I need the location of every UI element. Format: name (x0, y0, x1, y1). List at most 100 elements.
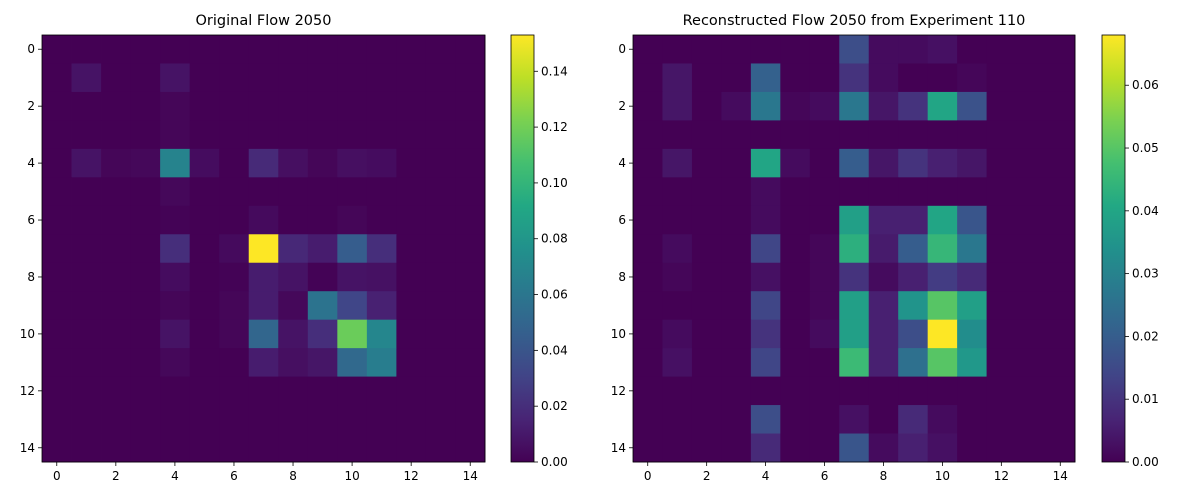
reconstructed-chart-title: Reconstructed Flow 2050 from Experiment … (683, 13, 1026, 29)
heatmap-cell (868, 376, 899, 406)
heatmap-cell (957, 35, 987, 64)
heatmap-cell (957, 91, 987, 121)
y-tick-label: 4 (618, 156, 626, 170)
heatmap-cell (307, 91, 338, 121)
heatmap-cell (750, 35, 781, 64)
heatmap-cell (160, 234, 191, 264)
heatmap-cell (71, 433, 102, 463)
original-heatmap-cells (42, 35, 486, 463)
heatmap-cell (366, 376, 397, 406)
heatmap-cell (898, 148, 929, 178)
heatmap-cell (366, 433, 397, 463)
heatmap-cell (662, 63, 693, 93)
heatmap-cell (868, 319, 899, 349)
heatmap-cell (750, 177, 781, 207)
x-tick-label: 4 (171, 469, 179, 483)
heatmap-cell (189, 348, 220, 377)
y-tick-label: 6 (27, 213, 35, 227)
heatmap-cell (396, 120, 427, 150)
heatmap-cell (160, 348, 191, 377)
heatmap-cell (307, 433, 338, 463)
heatmap-cell (71, 319, 102, 349)
heatmap-cell (396, 148, 427, 178)
heatmap-cell (898, 376, 929, 406)
x-tick-label: 0 (53, 469, 61, 483)
heatmap-cell (160, 433, 191, 463)
heatmap-cell (42, 376, 72, 406)
heatmap-cell (927, 63, 958, 93)
heatmap-cell (633, 262, 663, 292)
heatmap-cell (248, 35, 279, 64)
heatmap-cell (662, 234, 693, 264)
heatmap-cell (278, 262, 309, 292)
heatmap-cell (278, 120, 309, 150)
heatmap-cell (957, 120, 987, 150)
heatmap-cell (42, 91, 72, 121)
heatmap-cell (927, 148, 958, 178)
heatmap-cell (957, 262, 987, 292)
heatmap-cell (898, 234, 929, 264)
heatmap-cell (130, 91, 161, 121)
heatmap-cell (1016, 63, 1046, 93)
heatmap-cell (721, 348, 752, 377)
heatmap-cell (101, 433, 131, 463)
heatmap-cell (780, 205, 811, 235)
heatmap-cell (839, 148, 870, 178)
heatmap-cell (396, 205, 427, 235)
heatmap-cell (1045, 177, 1076, 207)
heatmap-cell (691, 91, 722, 121)
heatmap-cell (898, 35, 929, 64)
heatmap-cell (780, 348, 811, 377)
heatmap-cell (455, 234, 486, 264)
heatmap-cell (396, 177, 427, 207)
x-tick-label: 0 (644, 469, 652, 483)
heatmap-cell (721, 291, 752, 321)
heatmap-cell (278, 234, 309, 264)
heatmap-cell (662, 433, 693, 463)
heatmap-cell (721, 376, 752, 406)
heatmap-cell (189, 35, 220, 64)
heatmap-cell (633, 148, 663, 178)
x-tick-label: 8 (880, 469, 888, 483)
heatmap-cell (691, 433, 722, 463)
heatmap-cell (691, 120, 722, 150)
heatmap-cell (366, 148, 397, 178)
colorbar-tick-label: 0.01 (1132, 392, 1159, 406)
heatmap-cell (633, 291, 663, 321)
heatmap-cell (633, 120, 663, 150)
heatmap-cell (780, 433, 811, 463)
heatmap-cell (455, 376, 486, 406)
heatmap-cell (248, 177, 279, 207)
heatmap-cell (160, 291, 191, 321)
heatmap-cell (130, 262, 161, 292)
heatmap-cell (839, 405, 870, 434)
reconstructed-plot-frame (632, 34, 1076, 463)
heatmap-cell (189, 319, 220, 349)
heatmap-cell (101, 262, 131, 292)
heatmap-cell (248, 205, 279, 235)
heatmap-cell (691, 348, 722, 377)
heatmap-cell (396, 376, 427, 406)
y-tick-label: 0 (618, 42, 626, 56)
heatmap-cell (750, 63, 781, 93)
heatmap-cell (957, 63, 987, 93)
heatmap-cell (130, 234, 161, 264)
y-tick-label: 12 (611, 384, 626, 398)
heatmap-cell (809, 262, 840, 292)
heatmap-cell (1045, 35, 1076, 64)
heatmap-cell (780, 91, 811, 121)
heatmap-cell (278, 177, 309, 207)
heatmap-cell (425, 63, 456, 93)
heatmap-cell (455, 63, 486, 93)
y-tick-label: 14 (611, 441, 626, 455)
heatmap-cell (160, 262, 191, 292)
heatmap-cell (337, 433, 368, 463)
heatmap-cell (780, 291, 811, 321)
heatmap-cell (101, 91, 131, 121)
heatmap-cell (307, 35, 338, 64)
y-tick-label: 4 (27, 156, 35, 170)
heatmap-cell (130, 63, 161, 93)
heatmap-cell (337, 205, 368, 235)
heatmap-cell (366, 35, 397, 64)
heatmap-cell (780, 177, 811, 207)
